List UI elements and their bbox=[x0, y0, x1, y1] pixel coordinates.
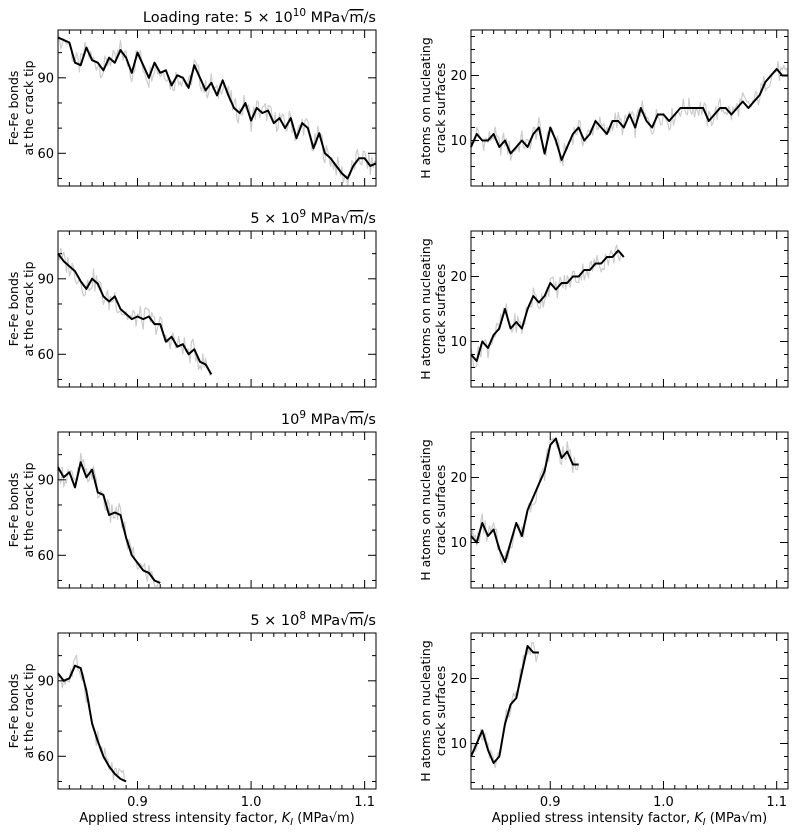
series-smoothed-line bbox=[57, 253, 213, 375]
y-axis-title-line: at the crack tip bbox=[21, 462, 36, 557]
y-tick-label: 20 bbox=[450, 672, 467, 687]
panel-left-row-2: 60 90 Fe-Fe bonds at the crack tip bbox=[6, 230, 377, 388]
y-tick-label: 60 bbox=[37, 147, 54, 162]
axes-frame bbox=[57, 29, 377, 187]
y-tick-label: 20 bbox=[450, 270, 467, 285]
panel-right-row-4: 10 20 0.9 1.0 1.1 H atoms on nucleating crack … bbox=[418, 632, 789, 810]
series-raw-line bbox=[57, 247, 212, 376]
series-raw-line bbox=[470, 60, 789, 167]
y-tick-label: 10 bbox=[450, 536, 467, 551]
series-raw-line bbox=[470, 641, 540, 769]
x-axis-label-left: Applied stress intensity factor, KI (MPa… bbox=[79, 811, 354, 828]
series-raw-line bbox=[57, 29, 377, 187]
series-smoothed-line bbox=[57, 461, 161, 584]
panel-left-row-3: 60 90 Fe-Fe bonds at the crack tip bbox=[6, 431, 377, 589]
y-axis-title-line: crack surfaces bbox=[433, 264, 448, 354]
x-tick-label: 0.9 bbox=[127, 795, 148, 810]
panel-left-row-1: 60 90 Fe-Fe bonds at the crack tip bbox=[6, 29, 377, 187]
panel-right-row-2: 10 20 H atoms on nucleating crack surfaces bbox=[418, 230, 789, 388]
y-axis-title-line: H atoms on nucleating bbox=[418, 37, 433, 179]
y-tick-label: 60 bbox=[37, 348, 54, 363]
x-tick-label: 1.1 bbox=[766, 795, 787, 810]
y-axis-title-line: at the crack tip bbox=[21, 663, 36, 758]
x-tick-label: 1.1 bbox=[354, 795, 375, 810]
axes-frame bbox=[57, 632, 377, 790]
y-tick-label: 90 bbox=[37, 674, 54, 689]
y-tick-label: 90 bbox=[37, 71, 54, 86]
series-smoothed-line bbox=[470, 437, 579, 563]
axes-frame bbox=[470, 632, 789, 790]
y-axis-title-line: H atoms on nucleating bbox=[418, 640, 433, 782]
y-tick-label: 60 bbox=[37, 549, 54, 564]
loading-rate-title: Loading rate: 5 × 1010 MPa√m/s bbox=[143, 7, 376, 26]
series-raw-line bbox=[57, 452, 161, 587]
series-smoothed-line bbox=[57, 36, 377, 180]
loading-rate-title: 5 × 108 MPa√m/s bbox=[250, 610, 376, 629]
axes-frame bbox=[470, 431, 789, 589]
y-axis-title-line: at the crack tip bbox=[21, 60, 36, 155]
series-smoothed-line bbox=[470, 68, 788, 161]
axes-frame bbox=[470, 29, 789, 187]
y-tick-label: 10 bbox=[450, 335, 467, 350]
series-smoothed-line bbox=[470, 645, 539, 764]
panel-right-row-3: 10 20 H atoms on nucleating crack surfaces bbox=[418, 431, 789, 589]
loading-rate-title: 109 MPa√m/s bbox=[281, 409, 376, 428]
y-axis-title-line: H atoms on nucleating bbox=[418, 439, 433, 581]
y-tick-label: 90 bbox=[37, 473, 54, 488]
y-axis-title-line: H atoms on nucleating bbox=[418, 238, 433, 380]
series-smoothed-line bbox=[470, 249, 625, 362]
axes-frame bbox=[57, 230, 377, 388]
series-smoothed-line bbox=[57, 664, 127, 783]
loading-rate-title: 5 × 109 MPa√m/s bbox=[250, 208, 376, 227]
y-tick-label: 10 bbox=[450, 737, 467, 752]
x-tick-label: 1.0 bbox=[653, 795, 674, 810]
y-tick-label: 20 bbox=[450, 471, 467, 486]
y-axis-title-line: crack surfaces bbox=[433, 465, 448, 555]
x-tick-label: 0.9 bbox=[540, 795, 561, 810]
y-axis-title-line: crack surfaces bbox=[433, 63, 448, 153]
x-tick-label: 1.0 bbox=[241, 795, 262, 810]
y-axis-title-line: at the crack tip bbox=[21, 261, 36, 356]
y-axis-title-line: Fe-Fe bonds bbox=[6, 71, 21, 146]
y-axis-title-line: crack surfaces bbox=[433, 666, 448, 756]
y-axis-title-line: Fe-Fe bonds bbox=[6, 272, 21, 347]
y-axis-title-line: Fe-Fe bonds bbox=[6, 473, 21, 548]
y-tick-label: 10 bbox=[450, 134, 467, 149]
panel-right-row-1: 10 20 H atoms on nucleating crack surfaces bbox=[418, 29, 789, 187]
y-tick-label: 20 bbox=[450, 69, 467, 84]
y-axis-title-line: Fe-Fe bonds bbox=[6, 674, 21, 749]
axes-frame bbox=[470, 230, 789, 388]
panel-left-row-4: 60 90 0.9 1.0 1.1 Fe-Fe bonds at the crack tip bbox=[6, 632, 377, 810]
x-axis-label-right: Applied stress intensity factor, KI (MPa… bbox=[492, 811, 767, 828]
y-tick-label: 60 bbox=[37, 750, 54, 765]
y-tick-label: 90 bbox=[37, 272, 54, 287]
